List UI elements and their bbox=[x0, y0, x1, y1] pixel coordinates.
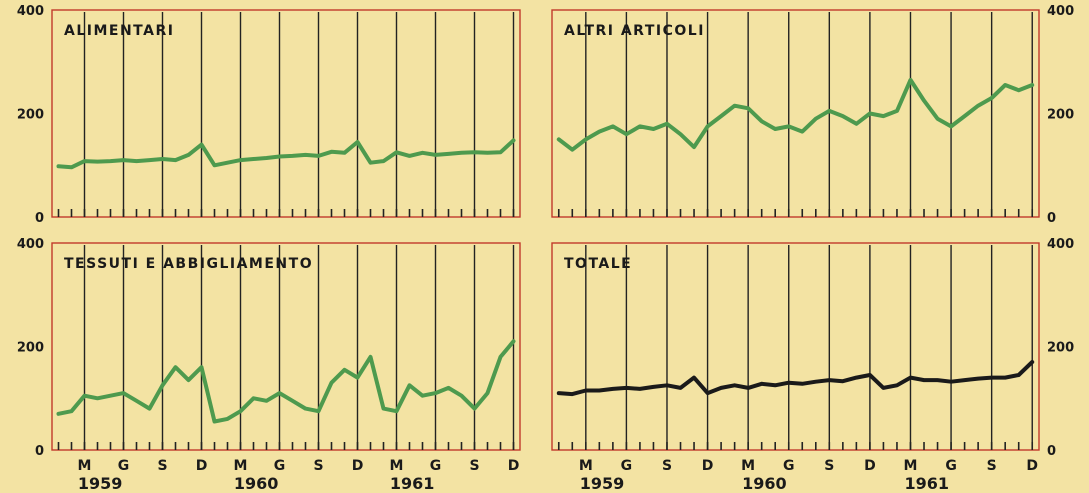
y-tick-label: 400 bbox=[17, 237, 44, 252]
y-tick-label: 200 bbox=[1047, 341, 1074, 356]
year-label: 1959 bbox=[580, 474, 625, 493]
panel-title: TOTALE bbox=[564, 256, 632, 272]
panel-alimentari: 0 200 400 ALIMENTARI bbox=[17, 4, 521, 226]
year-label: 1959 bbox=[78, 474, 123, 493]
month-label: G bbox=[621, 458, 633, 474]
panel-tessuti-abbigliamento: 0 200 400 TESSUTI E ABBIGLIAMENTO M G S D M G S D M G… bbox=[17, 237, 521, 493]
month-label: S bbox=[469, 458, 479, 474]
month-label: S bbox=[987, 458, 997, 474]
month-label: G bbox=[118, 458, 130, 474]
panel-totale: 0 200 400 TOTALE M G S D M G S D M G S D 1959 1960 1961 bbox=[551, 237, 1074, 493]
panel-altri-articoli: 0 200 400 ALTRI ARTICOLI bbox=[551, 4, 1074, 226]
year-label: 1961 bbox=[390, 474, 435, 493]
month-label: S bbox=[313, 458, 323, 474]
month-label: M bbox=[234, 458, 248, 474]
y-tick-label: 400 bbox=[1047, 237, 1074, 252]
month-label: S bbox=[662, 458, 672, 474]
y-tick-label: 0 bbox=[35, 211, 44, 226]
panel-frame bbox=[51, 9, 521, 218]
y-tick-label: 400 bbox=[1047, 4, 1074, 19]
panel-frame bbox=[51, 242, 521, 451]
panel-title: ALTRI ARTICOLI bbox=[564, 23, 705, 39]
y-tick-label: 200 bbox=[1047, 108, 1074, 123]
panel-frame bbox=[551, 9, 1040, 218]
month-label: M bbox=[78, 458, 92, 474]
month-label: D bbox=[1026, 458, 1038, 474]
series-line bbox=[56, 339, 516, 424]
panel-title: ALIMENTARI bbox=[64, 23, 174, 39]
month-label: D bbox=[864, 458, 876, 474]
y-tick-label: 0 bbox=[35, 444, 44, 459]
series-line bbox=[556, 77, 1035, 152]
month-label: D bbox=[702, 458, 714, 474]
year-label: 1960 bbox=[742, 474, 787, 493]
month-label: G bbox=[945, 458, 957, 474]
month-label: G bbox=[783, 458, 795, 474]
panel-title: TESSUTI E ABBIGLIAMENTO bbox=[64, 256, 313, 272]
month-label: S bbox=[824, 458, 834, 474]
month-label: M bbox=[390, 458, 404, 474]
series-line bbox=[556, 360, 1035, 397]
month-label: D bbox=[508, 458, 520, 474]
y-tick-label: 200 bbox=[17, 108, 44, 123]
year-label: 1961 bbox=[904, 474, 949, 493]
y-tick-label: 200 bbox=[17, 341, 44, 356]
year-label: 1960 bbox=[234, 474, 279, 493]
month-label: M bbox=[904, 458, 918, 474]
y-tick-label: 0 bbox=[1047, 444, 1056, 459]
month-label: D bbox=[196, 458, 208, 474]
month-label: G bbox=[430, 458, 442, 474]
panel-frame bbox=[551, 242, 1040, 451]
month-label: M bbox=[741, 458, 755, 474]
y-tick-label: 0 bbox=[1047, 211, 1056, 226]
month-label: D bbox=[352, 458, 364, 474]
y-tick-label: 400 bbox=[17, 4, 44, 19]
month-label: S bbox=[157, 458, 167, 474]
month-label: M bbox=[579, 458, 593, 474]
month-label: G bbox=[274, 458, 286, 474]
series-line bbox=[56, 138, 516, 170]
